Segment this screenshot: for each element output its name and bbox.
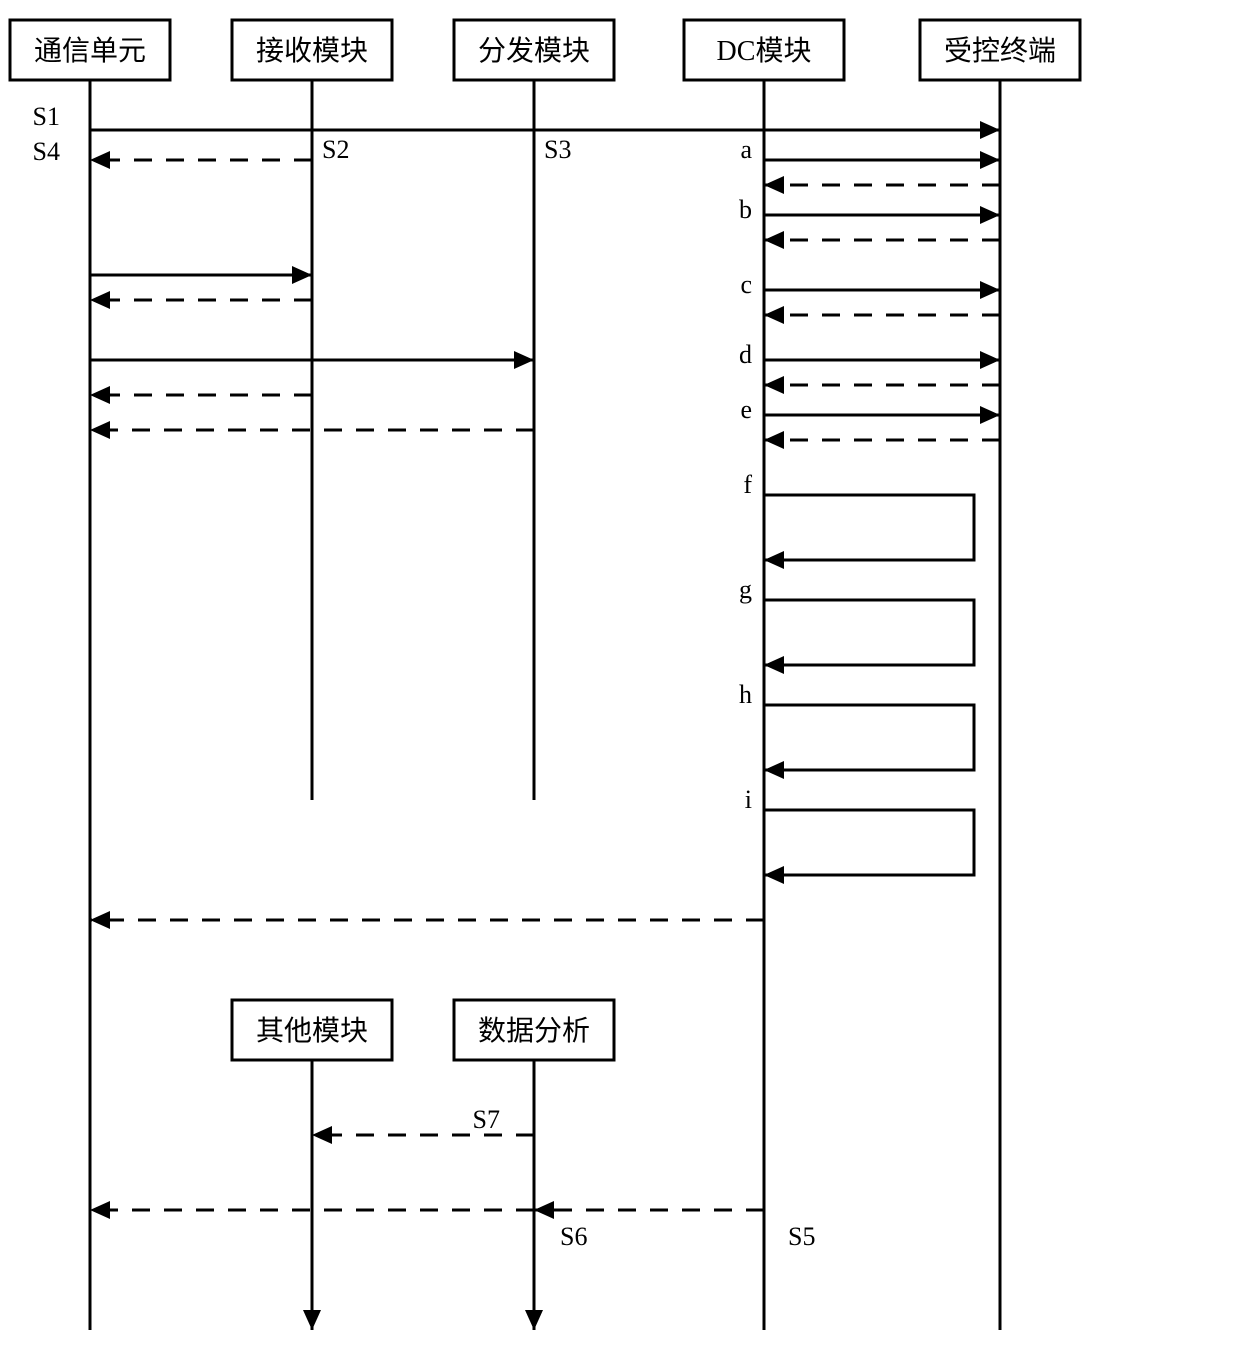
step-label: S6: [560, 1222, 587, 1251]
step-label: g: [739, 575, 752, 604]
step-label: f: [743, 470, 752, 499]
module-label: 其他模块: [256, 1015, 368, 1047]
step-label: e: [740, 395, 752, 424]
step-label: h: [739, 680, 752, 709]
step-label: S5: [788, 1222, 815, 1251]
step-label: S3: [544, 135, 571, 164]
sequence-diagram: 通信单元 接收模块 分发模块 DC模块 受控终端其他模块 数据分析 S1 S4 S2 S3 a b c d…: [0, 0, 1240, 1352]
lifeline-label: 分发模块: [478, 35, 590, 67]
step-label: b: [739, 195, 752, 224]
step-label: S4: [33, 137, 60, 166]
step-label: d: [739, 340, 752, 369]
step-label: i: [745, 785, 752, 814]
lifeline-label: 受控终端: [944, 35, 1056, 67]
step-label: S7: [473, 1105, 500, 1134]
step-label: S1: [33, 102, 60, 131]
lifeline-label: DC模块: [717, 35, 812, 67]
step-label: a: [740, 135, 752, 164]
lifeline-label: 通信单元: [34, 35, 146, 67]
step-label: S2: [322, 135, 349, 164]
module-label: 数据分析: [478, 1015, 590, 1047]
lifeline-label: 接收模块: [256, 35, 368, 67]
step-label: c: [740, 270, 752, 299]
